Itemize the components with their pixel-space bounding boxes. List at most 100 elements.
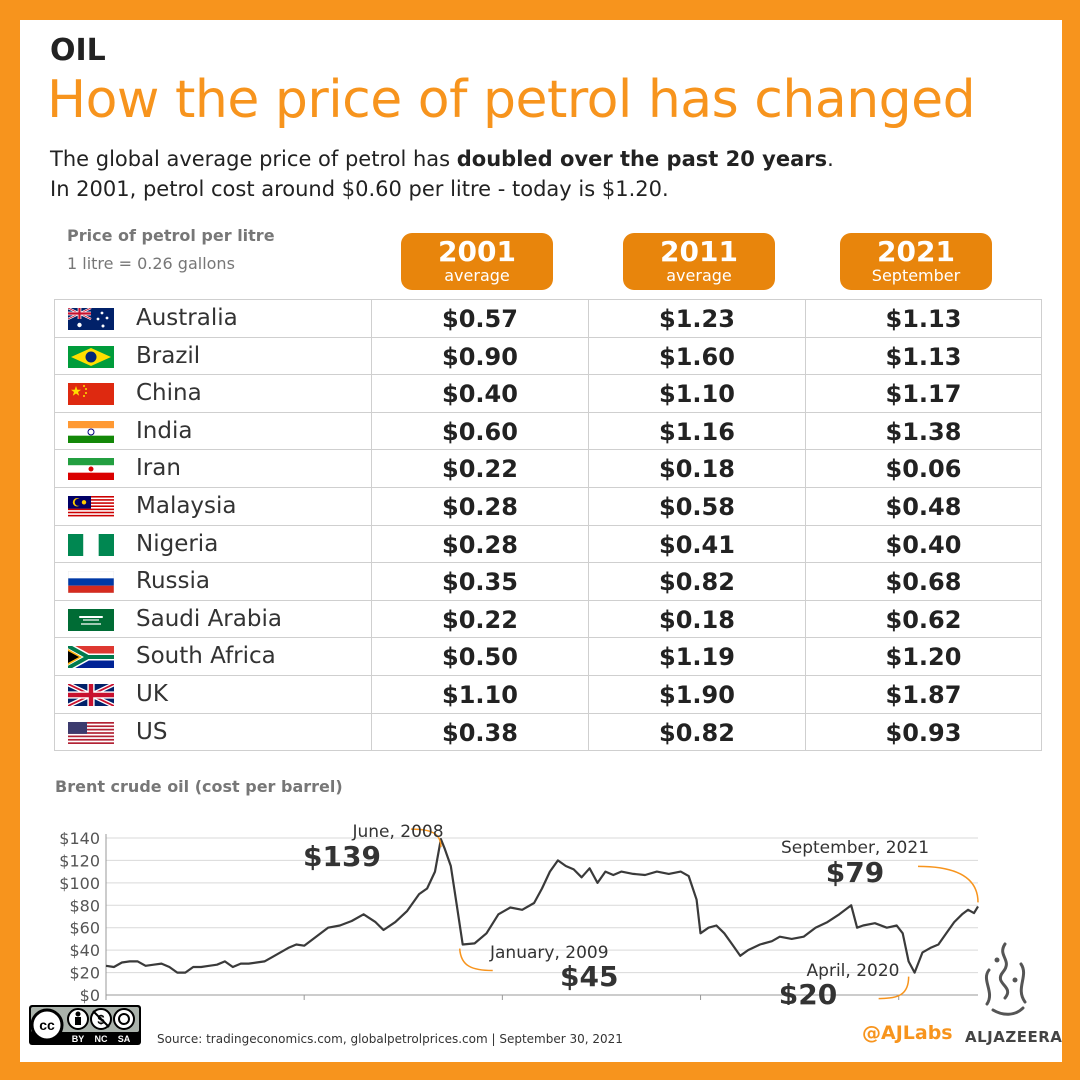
price-2021-cell: $0.93 (806, 713, 1042, 751)
country-name: Russia (136, 568, 210, 595)
callout-line-june-2008 (410, 828, 442, 848)
annotation-label: January, 2009 (489, 943, 609, 963)
price-2011-cell: $0.41 (589, 525, 806, 563)
annotation-label: April, 2020 (807, 961, 900, 981)
ajlabs-handle: @AJLabs (862, 1022, 953, 1044)
price-2011-cell: $1.16 (589, 412, 806, 450)
price-2011: $1.60 (659, 342, 735, 371)
saudi-arabia-flag-icon (68, 608, 114, 631)
table-row: Russia $0.35 $0.82 $0.68 (54, 563, 1042, 601)
subtitle-period: . (827, 147, 834, 171)
table-row: Nigeria $0.28 $0.41 $0.40 (54, 525, 1042, 564)
price-2021: $1.17 (885, 380, 962, 409)
section-label: OIL (50, 33, 106, 68)
price-2001: $0.28 (442, 492, 518, 521)
price-2021-cell: $1.17 (806, 375, 1042, 412)
price-2011-cell: $1.10 (589, 375, 806, 412)
table-row: UK $1.10 $1.90 $1.87 (54, 675, 1042, 714)
table-row: US $0.38 $0.82 $0.93 (54, 713, 1042, 752)
callout-line-september-2021 (917, 865, 979, 903)
table-row: Brazil $0.90 $1.60 $1.13 (54, 337, 1042, 376)
price-2021-cell: $0.06 (806, 450, 1042, 487)
column-sub: average (444, 266, 510, 285)
price-2001: $0.22 (442, 455, 518, 484)
country-name: India (136, 417, 193, 444)
table-row: Saudi Arabia $0.22 $0.18 $0.62 (54, 600, 1042, 639)
aljazeera-logo-icon (984, 942, 1027, 1016)
china-flag-icon (68, 383, 114, 406)
us-flag-icon (68, 721, 114, 744)
country-cell: US (54, 713, 372, 751)
infographic: OIL How the price of petrol has changed … (20, 20, 1062, 1062)
price-2001-cell: $0.35 (372, 563, 589, 600)
south-africa-flag-icon (68, 646, 114, 669)
price-2011: $1.16 (659, 417, 735, 446)
price-2001: $0.60 (442, 417, 518, 446)
price-2001: $0.35 (442, 568, 518, 597)
table-row: India $0.60 $1.16 $1.38 (54, 412, 1042, 451)
y-tick-label: $140 (59, 829, 100, 848)
russia-flag-icon (68, 571, 114, 594)
y-tick-label: $80 (69, 896, 100, 915)
country-name: South Africa (136, 643, 276, 670)
price-2011: $1.19 (659, 643, 735, 672)
price-2001-cell: $0.40 (372, 375, 589, 412)
price-2011-cell: $0.82 (589, 713, 806, 751)
logo-stroke (999, 942, 1009, 1000)
price-2011: $0.82 (659, 718, 735, 747)
country-cell: Malaysia (54, 487, 372, 525)
price-2021: $1.13 (885, 342, 962, 371)
annotation-label: September, 2021 (781, 838, 929, 858)
price-2021: $0.68 (885, 568, 962, 597)
price-2001-cell: $0.22 (372, 600, 589, 638)
brent-crude-chart: $0$20$40$60$80$100$120$14020002005201020… (59, 822, 979, 1005)
price-2011: $0.18 (659, 605, 735, 634)
price-2011: $0.18 (659, 455, 735, 484)
logo-dot (1012, 977, 1018, 983)
price-2011: $0.82 (659, 568, 735, 597)
price-2021-cell: $0.40 (806, 525, 1042, 563)
chart-title: Brent crude oil (cost per barrel) (55, 777, 343, 796)
price-table: Australia $0.57 $1.23 $1.13 Brazil $0.90… (54, 299, 1042, 752)
country-cell: Russia (54, 563, 372, 600)
annotation-value: $79 (826, 856, 884, 889)
y-tick-label: $100 (59, 874, 100, 893)
price-2001-cell: $0.22 (372, 450, 589, 487)
country-cell: Nigeria (54, 525, 372, 563)
callout-line-april-2020 (878, 976, 910, 1000)
license-nc-label: NC (95, 1034, 108, 1044)
price-2021-cell: $0.68 (806, 563, 1042, 600)
table-note: 1 litre = 0.26 gallons (67, 254, 235, 273)
brazil-flag-icon (68, 345, 114, 368)
y-tick-label: $40 (69, 941, 100, 960)
table-row: Iran $0.22 $0.18 $0.06 (54, 450, 1042, 488)
price-2021-cell: $1.13 (806, 300, 1042, 337)
price-2011-cell: $0.18 (589, 600, 806, 638)
country-name: Saudi Arabia (136, 605, 282, 632)
callout-line-january-2009 (458, 948, 493, 972)
table-row: Australia $0.57 $1.23 $1.13 (54, 300, 1042, 338)
country-name: Australia (136, 305, 238, 331)
logo-dot (994, 957, 1000, 963)
price-2021: $0.48 (885, 492, 962, 521)
subtitle-line-2: In 2001, petrol cost around $0.60 per li… (50, 177, 669, 201)
price-2011-cell: $1.60 (589, 337, 806, 375)
price-2011-cell: $1.19 (589, 638, 806, 675)
price-2001-cell: $0.50 (372, 638, 589, 675)
sa-arrow (118, 1013, 130, 1025)
price-2011-cell: $0.82 (589, 563, 806, 600)
price-2001: $1.10 (442, 680, 518, 709)
license-by-label: BY (72, 1034, 85, 1044)
cc-icon (30, 1008, 64, 1042)
column-year: 2011 (660, 235, 738, 268)
table-label: Price of petrol per litre (67, 226, 275, 245)
price-2021: $1.20 (885, 643, 962, 672)
column-header-2021: 2021 September (840, 233, 992, 290)
price-2001: $0.90 (442, 342, 518, 371)
price-2021-cell: $1.38 (806, 412, 1042, 450)
logo-stroke (1019, 962, 1027, 1004)
price-2021: $0.40 (885, 530, 962, 559)
y-tick-label: $0 (80, 986, 100, 1005)
table-row: China $0.40 $1.10 $1.17 (54, 375, 1042, 413)
